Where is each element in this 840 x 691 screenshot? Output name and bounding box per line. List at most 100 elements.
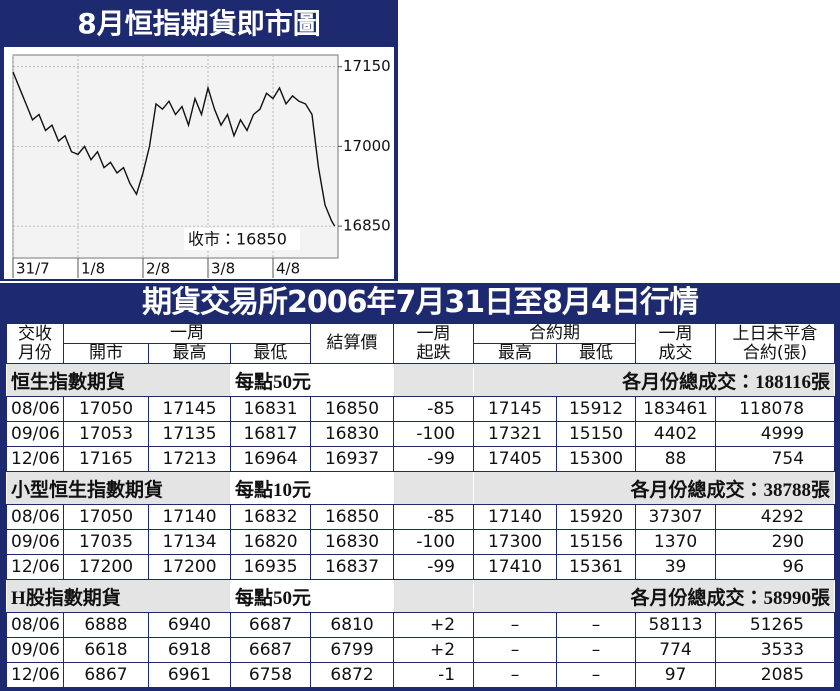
cell: 17050 xyxy=(63,396,149,423)
x-tick-label: 31/7 xyxy=(16,260,50,278)
cell: 4292 xyxy=(715,504,836,531)
section-unit: 每點50元 xyxy=(230,362,394,398)
cell: 08/06 xyxy=(6,504,64,531)
table-body: 恒生指數期貨 每點50元 各月份總成交：188116張 08/06 17050 17145… xyxy=(6,362,836,688)
cell: 16964 xyxy=(229,446,312,472)
table-title: 期貨交易所2006年7月31日至8月4日行情 xyxy=(0,283,840,323)
data-row: 08/06 17050 17140 16832 16850 -85 17140 15920 37… xyxy=(6,504,836,531)
cell: 183461 xyxy=(635,396,717,423)
section-unit: 每點50元 xyxy=(230,578,394,614)
data-row: 08/06 17050 17145 16831 16850 -85 17145 15912 18… xyxy=(6,396,836,423)
cell: 15156 xyxy=(556,529,637,556)
data-row: 12/06 17165 17213 16964 16937 -99 17405 15300 88… xyxy=(6,446,836,472)
cell: – xyxy=(473,662,558,688)
x-tick-label: 1/8 xyxy=(81,260,105,278)
header-text: 上日未平倉合約(張) xyxy=(732,323,818,363)
cell: 16830 xyxy=(310,529,395,556)
cell: 6888 xyxy=(63,612,149,639)
cell: 15150 xyxy=(556,421,637,448)
data-row: 09/06 17053 17135 16817 16830 -100 17321 15150 4… xyxy=(6,421,836,448)
cell: 58113 xyxy=(635,612,717,639)
data-row: 09/06 17035 17134 16820 16830 -100 17300 15156 1… xyxy=(6,529,836,556)
cell: 09/06 xyxy=(6,637,64,664)
header-cell: 最低 xyxy=(229,343,312,364)
header-cell: 一周成交 xyxy=(635,323,717,364)
cell: +2 xyxy=(393,637,475,664)
cell: 290 xyxy=(715,529,836,556)
cell: 09/06 xyxy=(6,529,64,556)
cell: 17321 xyxy=(473,421,558,448)
cell: 17200 xyxy=(148,554,231,580)
section-total: 各月份總成交：188116張 xyxy=(473,362,835,398)
cell: 6961 xyxy=(148,662,231,688)
section-blank xyxy=(393,578,474,614)
annotation: 收市：16850 xyxy=(188,230,287,249)
section-name: H股指數期貨 xyxy=(6,578,231,614)
cell: 97 xyxy=(635,662,717,688)
section-total: 各月份總成交：58990張 xyxy=(473,578,835,614)
cell: – xyxy=(556,662,637,688)
cell: 16850 xyxy=(310,504,395,531)
cell: 16832 xyxy=(229,504,312,531)
cell: 09/06 xyxy=(6,421,64,448)
cell: 6918 xyxy=(148,637,231,664)
cell: 08/06 xyxy=(6,396,64,423)
cell: 6940 xyxy=(148,612,231,639)
cell: 16831 xyxy=(229,396,312,423)
price-line xyxy=(12,71,336,227)
chart-title: 8月恒指期貨即市圖 xyxy=(77,7,320,40)
cell: – xyxy=(473,637,558,664)
cell: 17145 xyxy=(473,396,558,423)
cell: – xyxy=(473,612,558,639)
x-tick-label: 2/8 xyxy=(146,260,170,278)
cell: -85 xyxy=(393,396,475,423)
cell: 51265 xyxy=(715,612,836,639)
cell: 15300 xyxy=(556,446,637,472)
cell: 6799 xyxy=(310,637,395,664)
cell: 16837 xyxy=(310,554,395,580)
chart-title-band xyxy=(0,0,398,45)
header-cell: 一周起跌 xyxy=(393,323,475,364)
cell: -99 xyxy=(393,554,475,580)
cell: 17145 xyxy=(148,396,231,423)
cell: 6687 xyxy=(229,612,312,639)
header-text: 一周起跌 xyxy=(416,323,451,363)
cell: 37307 xyxy=(635,504,717,531)
cell: 1370 xyxy=(635,529,717,556)
cell: 17053 xyxy=(63,421,149,448)
cell: 6872 xyxy=(310,662,395,688)
cell: 15912 xyxy=(556,396,637,423)
cell: 4402 xyxy=(635,421,717,448)
cell: 15361 xyxy=(556,554,637,580)
cell: 17050 xyxy=(63,504,149,531)
header-cell: 最高 xyxy=(473,343,558,364)
header-cell: 一周 xyxy=(62,323,312,344)
cell: 96 xyxy=(715,554,836,580)
cell: 17213 xyxy=(148,446,231,472)
section-name: 恒生指數期貨 xyxy=(6,362,231,398)
x-tick-label: 4/8 xyxy=(276,260,300,278)
cell: 774 xyxy=(635,637,717,664)
cell: 17200 xyxy=(63,554,149,580)
chart: 8月恒指期貨即市圖 16850 17000 17150 31/7 1/8 2/8 3/8 4/… xyxy=(0,0,398,279)
cell: -100 xyxy=(393,529,475,556)
cell: 12/06 xyxy=(6,554,64,580)
y-tick-label: 17150 xyxy=(343,57,391,75)
cell: -85 xyxy=(393,504,475,531)
cell: 16817 xyxy=(229,421,312,448)
cell: 6618 xyxy=(63,637,149,664)
cell: 15920 xyxy=(556,504,637,531)
cell: -1 xyxy=(393,662,475,688)
cell: 6758 xyxy=(229,662,312,688)
x-tick-label: 3/8 xyxy=(211,260,235,278)
cell: 17140 xyxy=(148,504,231,531)
cell: 16830 xyxy=(310,421,395,448)
cell: 17035 xyxy=(63,529,149,556)
data-row: 12/06 6867 6961 6758 6872 -1– –97 2085 xyxy=(6,662,836,688)
cell: 6687 xyxy=(229,637,312,664)
cell: 4999 xyxy=(715,421,836,448)
cell: 17140 xyxy=(473,504,558,531)
data-row: 12/06 17200 17200 16935 16837 -99 17410 15361 39… xyxy=(6,554,836,580)
